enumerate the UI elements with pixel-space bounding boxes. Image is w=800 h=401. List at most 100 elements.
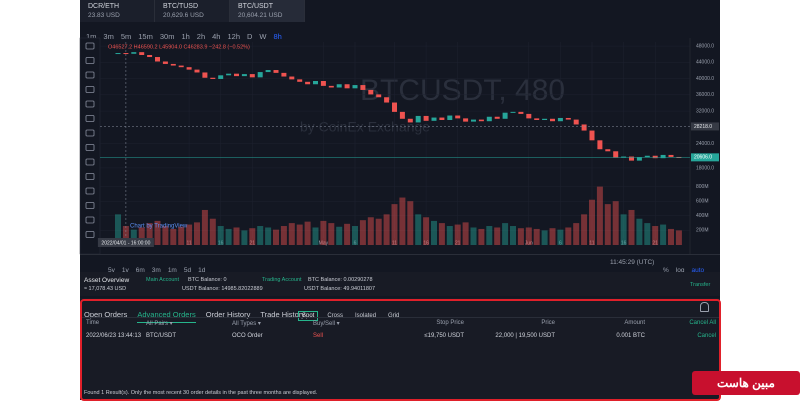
candle (115, 53, 121, 55)
pair-tab[interactable]: BTC/USDT 20,604.21 USD (230, 0, 305, 22)
column-header[interactable]: Buy/Sell (313, 320, 340, 327)
market-tab[interactable]: Cross (327, 313, 344, 319)
column-header[interactable]: All Pairs (146, 320, 173, 327)
candle (644, 155, 650, 158)
candle (281, 72, 287, 77)
tool-icon[interactable] (85, 71, 95, 79)
volume-tick-label: 400M (696, 213, 709, 219)
range[interactable]: 5y (108, 267, 115, 274)
market-tab[interactable]: Spot (298, 311, 319, 321)
chart-credit[interactable]: Chart by TradingView (130, 224, 188, 230)
volume-bar (604, 204, 611, 245)
tool-icon[interactable] (85, 129, 95, 137)
volume-bar (296, 224, 303, 245)
main-btc: BTC Balance: 0 (188, 277, 227, 283)
candle (455, 115, 461, 119)
pair-tab[interactable]: BTC/TUSD 20,629.6 USD (155, 0, 230, 22)
transfer[interactable]: Transfer (690, 282, 711, 288)
candle (526, 113, 532, 119)
interval[interactable]: 1h (181, 32, 190, 41)
interval[interactable]: 1m (86, 32, 97, 41)
asset-title: Asset Overview (84, 277, 130, 284)
scale-option[interactable]: % (663, 267, 669, 274)
volume-bar (636, 218, 643, 245)
bell-icon[interactable] (700, 302, 709, 312)
order-tab[interactable]: Order History (205, 310, 251, 319)
candle (542, 118, 548, 120)
trading-btc: BTC Balance: 0.00290278 (308, 277, 373, 283)
footer-note: Found 1 Result(s). Only the most recent … (84, 390, 318, 396)
volume-bar (383, 214, 390, 245)
market-tab[interactable]: Isolated (355, 313, 377, 319)
tool-icon[interactable] (85, 216, 95, 224)
range[interactable]: 5d (183, 267, 192, 274)
pair-price: 20,629.6 USD (163, 12, 204, 19)
range[interactable]: 3m (151, 267, 161, 274)
volume-bar (502, 223, 509, 245)
tool-icon[interactable] (85, 202, 95, 209)
candle (186, 67, 192, 70)
candle (431, 117, 437, 121)
interval[interactable]: 15m (138, 32, 153, 41)
candle (352, 85, 358, 89)
column-header[interactable]: Cancel All (689, 320, 716, 326)
interval[interactable]: 12h (227, 32, 240, 41)
interval[interactable]: 4h (212, 32, 221, 41)
crosshair-y-box (691, 122, 719, 131)
range[interactable]: 1m (167, 267, 177, 274)
range[interactable]: 6m (135, 267, 145, 274)
range[interactable]: 1y (121, 267, 129, 274)
volume-bar (652, 226, 659, 245)
volume-tick-label: 600M (696, 199, 709, 205)
tool-icon[interactable] (85, 231, 95, 238)
volume-tick-label: 200M (696, 228, 709, 234)
tool-icon[interactable] (85, 86, 95, 93)
volume-bar (581, 214, 588, 245)
volume-bar (660, 224, 667, 245)
tool-icon[interactable] (85, 42, 95, 50)
candle (226, 73, 232, 76)
candle (344, 84, 350, 89)
volume-bar (178, 226, 185, 245)
trading-account[interactable]: Trading Account (262, 277, 302, 283)
candle (384, 97, 390, 103)
volume-bar (162, 226, 169, 245)
candle (234, 73, 239, 77)
order-tab[interactable]: Advanced Orders (137, 310, 196, 323)
interval[interactable]: 5m (120, 32, 132, 41)
volume-bar (549, 228, 556, 245)
interval[interactable]: 30m (159, 32, 175, 41)
tool-icon[interactable] (85, 115, 95, 122)
scale-option[interactable]: log (675, 267, 685, 274)
x-tick-label: 21 (455, 240, 461, 246)
pair-tab[interactable]: DCR/ETH 23.83 USD (80, 0, 155, 22)
order-tab[interactable]: Trade History (260, 310, 306, 319)
candle (494, 116, 500, 119)
interval[interactable]: 2h (196, 32, 206, 41)
candle (597, 140, 603, 150)
chart-legend: O46527.2 H46590.2 L45904.0 C46283.9 −242… (108, 44, 250, 50)
order-tab[interactable]: Open Orders (84, 310, 128, 319)
volume-bar (596, 186, 603, 245)
tool-icon[interactable] (85, 187, 95, 195)
range[interactable]: 1d (198, 267, 206, 274)
market-tab[interactable]: Grid (388, 313, 400, 319)
column-header: Price (541, 320, 555, 326)
tool-icon[interactable] (85, 57, 95, 64)
candle (471, 119, 476, 122)
tool-icon[interactable] (85, 158, 95, 166)
interval[interactable]: W (259, 32, 267, 41)
volume-bar (494, 227, 501, 245)
column-header[interactable]: All Types (232, 320, 261, 327)
volume-bar (249, 228, 256, 245)
interval[interactable]: 3m (103, 32, 114, 41)
interval[interactable]: 8h (273, 32, 282, 41)
tool-icon[interactable] (85, 173, 95, 180)
candle (320, 81, 326, 86)
scale-option[interactable]: auto (691, 267, 705, 274)
main-account[interactable]: Main Account (146, 277, 180, 283)
tool-icon[interactable] (85, 100, 95, 108)
interval[interactable]: D (247, 32, 253, 41)
tool-icon[interactable] (85, 144, 95, 151)
order-cell[interactable]: Cancel (697, 333, 716, 339)
